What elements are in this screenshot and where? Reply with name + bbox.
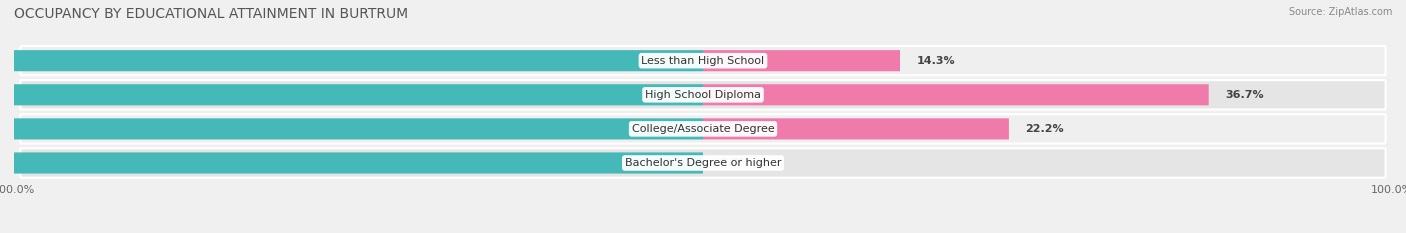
Text: College/Associate Degree: College/Associate Degree — [631, 124, 775, 134]
Text: OCCUPANCY BY EDUCATIONAL ATTAINMENT IN BURTRUM: OCCUPANCY BY EDUCATIONAL ATTAINMENT IN B… — [14, 7, 408, 21]
FancyBboxPatch shape — [21, 114, 1385, 144]
FancyBboxPatch shape — [703, 118, 1010, 140]
FancyBboxPatch shape — [703, 50, 900, 71]
Text: 14.3%: 14.3% — [917, 56, 955, 66]
FancyBboxPatch shape — [21, 148, 1385, 178]
Text: 22.2%: 22.2% — [1025, 124, 1064, 134]
FancyBboxPatch shape — [703, 84, 1209, 105]
Text: Source: ZipAtlas.com: Source: ZipAtlas.com — [1288, 7, 1392, 17]
FancyBboxPatch shape — [0, 50, 703, 71]
Text: 0.0%: 0.0% — [720, 158, 751, 168]
FancyBboxPatch shape — [0, 152, 703, 174]
Text: 36.7%: 36.7% — [1225, 90, 1264, 100]
FancyBboxPatch shape — [21, 46, 1385, 75]
Text: High School Diploma: High School Diploma — [645, 90, 761, 100]
FancyBboxPatch shape — [21, 80, 1385, 110]
Text: Less than High School: Less than High School — [641, 56, 765, 66]
Legend: Owner-occupied, Renter-occupied: Owner-occupied, Renter-occupied — [578, 230, 828, 233]
FancyBboxPatch shape — [0, 118, 703, 140]
FancyBboxPatch shape — [0, 84, 703, 105]
Text: Bachelor's Degree or higher: Bachelor's Degree or higher — [624, 158, 782, 168]
